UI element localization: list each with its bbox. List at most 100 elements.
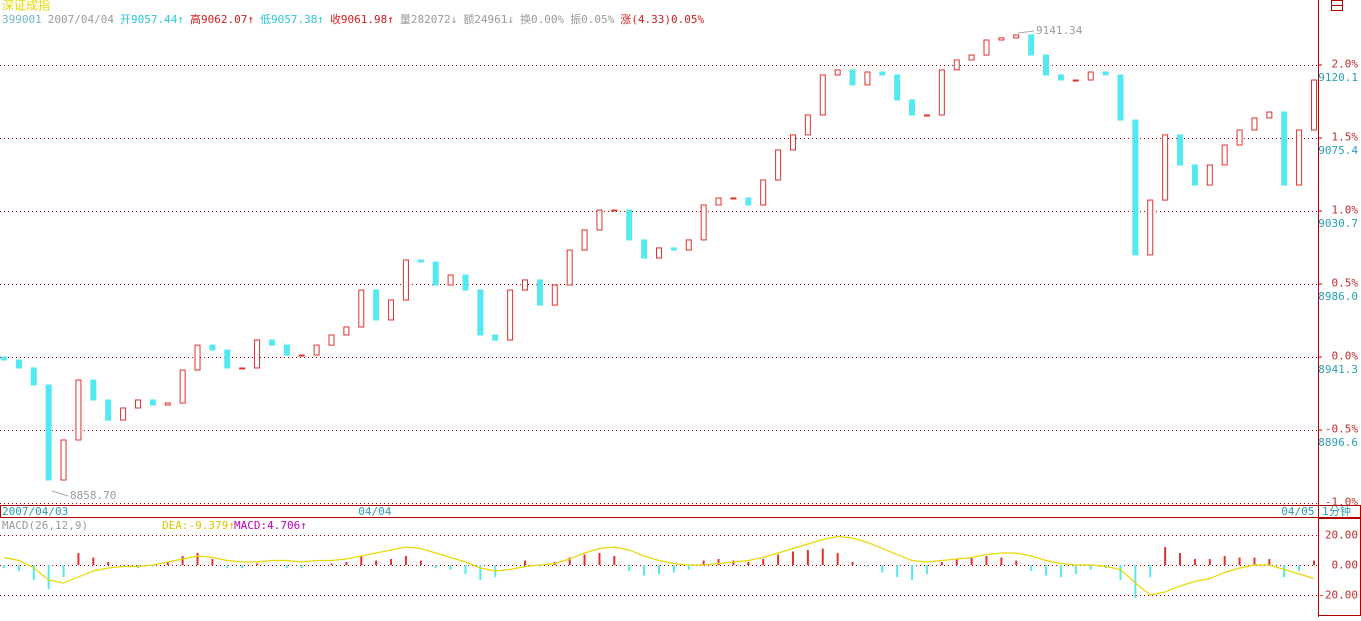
candle-body — [328, 334, 335, 346]
candle-body — [641, 239, 648, 259]
candle-body — [760, 179, 767, 206]
candle-body — [730, 197, 737, 200]
candle-body — [1281, 111, 1288, 186]
candle-body — [745, 197, 752, 206]
candle-body — [536, 279, 543, 306]
candle-body — [656, 247, 662, 259]
candle-body — [894, 74, 901, 101]
candle-body — [685, 239, 692, 251]
candle-body — [239, 367, 246, 370]
header-item: 涨(4.33)0.05% — [620, 13, 704, 26]
header-item: 振0.05% — [570, 12, 614, 26]
candle-body — [1117, 74, 1124, 121]
header-item: 收9061.98↑ — [330, 12, 394, 26]
candle-body — [789, 134, 796, 151]
candle-body — [611, 209, 618, 212]
y2-tick-label: 2.0% — [1332, 58, 1359, 71]
annotation: 8858.70 — [70, 489, 116, 502]
candle-body — [879, 71, 886, 76]
candle-body — [715, 197, 722, 206]
candle-body — [670, 247, 677, 251]
annotation-leader — [1017, 30, 1035, 34]
candle-body — [388, 299, 395, 321]
y-tick-label: 8941.3 — [1318, 363, 1358, 376]
candle-body — [1057, 74, 1064, 81]
candle-body — [953, 59, 960, 71]
header-item: 399001 — [2, 13, 42, 26]
candle-body — [298, 354, 305, 357]
candle-body — [626, 209, 633, 241]
candle-body — [194, 344, 201, 371]
candle-body — [1251, 117, 1258, 131]
candle-body — [923, 114, 930, 117]
candle-body — [268, 339, 275, 346]
candle-body — [1043, 54, 1050, 76]
candle-body — [566, 249, 573, 286]
period-label[interactable]: 1分钟 — [1322, 504, 1351, 518]
y2-tick-label: 1.5% — [1332, 131, 1359, 144]
candle-body — [596, 209, 603, 231]
macd-title: MACD(26,12,9) — [2, 519, 88, 532]
candle-body — [1266, 111, 1273, 119]
candle-body — [90, 379, 97, 401]
chart-title: 深证成指 — [2, 0, 50, 13]
dea-line — [3, 535, 1315, 596]
macd-tick-label: 20.00 — [1325, 529, 1358, 542]
candle-body — [1087, 71, 1094, 81]
candle-body — [105, 399, 112, 421]
candle-body — [1102, 71, 1109, 76]
header-item: 高9062.07↑ — [190, 12, 254, 26]
header-item: 换0.00% — [520, 12, 564, 26]
candle-body — [45, 384, 52, 481]
candle-body — [1191, 164, 1198, 186]
candle-body — [1177, 134, 1184, 166]
candle-body — [149, 399, 156, 406]
candle-body — [522, 279, 529, 291]
candle-body — [1147, 199, 1154, 256]
macd-tick-label: 0.00 — [1332, 559, 1359, 572]
y2-tick-label: 0.0% — [1332, 350, 1359, 363]
candle-body — [834, 69, 841, 76]
candle-body — [120, 407, 127, 421]
candle-body — [1028, 34, 1035, 56]
candle-body — [30, 367, 37, 386]
candle-body — [417, 259, 424, 263]
candle-body — [819, 74, 826, 116]
macd-tick-label: -20.00 — [1318, 589, 1358, 602]
candle-body — [283, 344, 290, 356]
header-item: 低9057.38↑ — [260, 13, 324, 26]
y-tick-label: 8896.6 — [1318, 436, 1358, 449]
candle-body — [358, 289, 365, 328]
candle-body — [551, 284, 558, 306]
candle-body — [775, 149, 782, 181]
candle-body — [477, 289, 484, 336]
candle-body — [1, 356, 7, 361]
macd-label: MACD:4.706↑ — [234, 519, 307, 532]
x-tick-label: 04/04 — [358, 505, 391, 518]
candle-body — [1221, 144, 1228, 166]
candle-body — [700, 204, 707, 241]
candle-body — [581, 229, 588, 251]
y2-tick-label: -1.0% — [1325, 496, 1358, 509]
candle-body — [804, 114, 811, 136]
candle-body — [507, 289, 514, 341]
candle-body — [998, 37, 1005, 41]
candle-body — [462, 274, 469, 291]
header-line: 399001 2007/04/04 开9057.44↑ 高9062.07↑ 低9057.… — [2, 12, 705, 26]
header-item: 量282072↓ — [400, 13, 457, 26]
candle-body — [447, 274, 454, 286]
candle-body — [864, 71, 871, 86]
candle-body — [1236, 129, 1243, 146]
candle-body — [209, 344, 216, 351]
candle-body — [492, 334, 499, 341]
candle-body — [1013, 34, 1020, 39]
y-tick-label: 9075.4 — [1318, 144, 1358, 157]
candle-body — [179, 369, 186, 404]
candle-body — [224, 349, 231, 369]
candle-body — [313, 344, 320, 356]
candle-body — [373, 289, 380, 321]
candle-body — [968, 54, 975, 61]
